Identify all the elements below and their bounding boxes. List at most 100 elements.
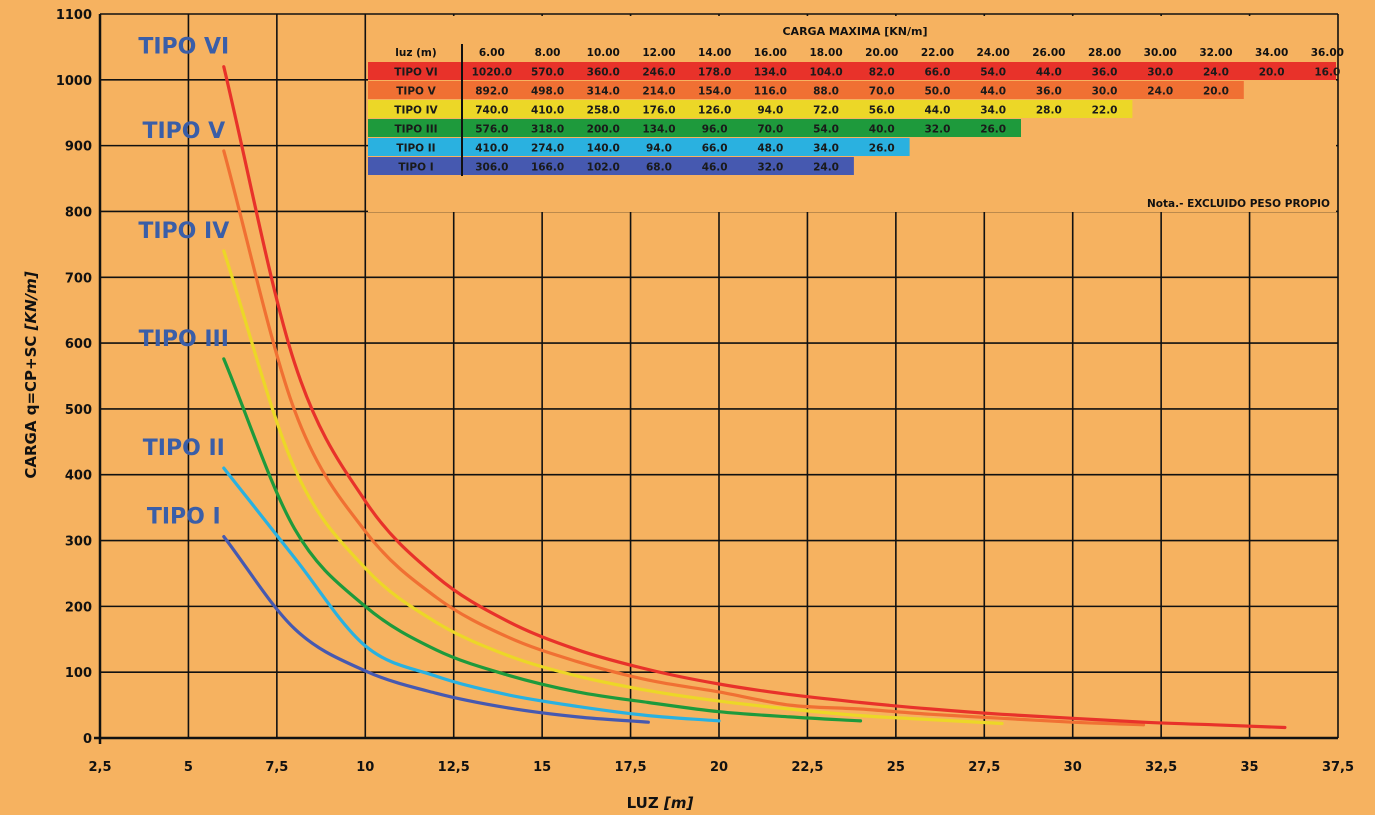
y-tick-label: 1100 <box>56 8 92 23</box>
table-cell: 36.0 <box>1092 67 1118 79</box>
table-cell: 66.0 <box>924 67 950 79</box>
table-column-header: 30.00 <box>1144 47 1177 59</box>
x-tick-label: 17,5 <box>615 760 647 775</box>
x-tick-label: 32,5 <box>1145 760 1177 775</box>
y-tick-label: 300 <box>65 535 92 550</box>
x-axis-title-text: LUZ <box>627 794 659 812</box>
series-label: TIPO II <box>143 436 225 461</box>
table-column-header: 16.00 <box>754 47 787 59</box>
table-cell: 28.0 <box>1036 105 1062 117</box>
table-column-header: 20.00 <box>865 47 898 59</box>
table-cell: 20.0 <box>1203 86 1229 98</box>
x-tick-label: 27,5 <box>968 760 1000 775</box>
table-cell: 72.0 <box>813 105 839 117</box>
table-column-header: 32.00 <box>1199 47 1232 59</box>
table-cell: 94.0 <box>646 143 672 155</box>
table-cell: 24.0 <box>813 162 839 174</box>
table-column-header: 18.00 <box>809 47 842 59</box>
table-cell: 306.0 <box>475 162 508 174</box>
x-tick-label: 25 <box>887 760 905 775</box>
table-row-band <box>368 100 1133 118</box>
table-cell: 66.0 <box>702 143 728 155</box>
y-tick-label: 1000 <box>56 74 92 89</box>
table-cell: 178.0 <box>698 67 731 79</box>
table-column-header: 36.00 <box>1311 47 1344 59</box>
table-cell: 274.0 <box>531 143 564 155</box>
y-tick-label: 0 <box>83 732 92 747</box>
table-column-header: 28.00 <box>1088 47 1121 59</box>
series-line <box>222 535 650 724</box>
table-cell: 134.0 <box>754 67 787 79</box>
table-column-header: 34.00 <box>1255 47 1288 59</box>
table-row-band <box>368 81 1244 99</box>
table-row-band <box>368 62 1336 80</box>
table-cell: 46.0 <box>702 162 728 174</box>
series-label: TIPO I <box>147 505 221 530</box>
table-cell: 34.0 <box>813 143 839 155</box>
table-cell: 50.0 <box>924 86 950 98</box>
table-cell: 48.0 <box>757 143 783 155</box>
table-cell: 116.0 <box>754 86 787 98</box>
table-cell: 1020.0 <box>472 67 513 79</box>
table-cell: 32.0 <box>924 124 950 136</box>
series-line <box>222 466 721 723</box>
x-tick-label: 37,5 <box>1322 760 1354 775</box>
table-cell: 30.0 <box>1147 67 1173 79</box>
table-cell: 126.0 <box>698 105 731 117</box>
x-tick-label: 12,5 <box>438 760 470 775</box>
table-cell: 70.0 <box>757 124 783 136</box>
table-column-header: 24.00 <box>977 47 1010 59</box>
table-cell: 30.0 <box>1092 86 1118 98</box>
table-cell: 22.0 <box>1092 105 1118 117</box>
table-column-header: 6.00 <box>479 47 505 59</box>
table-cell: 68.0 <box>646 162 672 174</box>
x-axis-unit: [m] <box>663 794 693 812</box>
table-cell: 140.0 <box>587 143 620 155</box>
table-cell: 26.0 <box>869 143 895 155</box>
y-axis-unit: [KN/m] <box>22 271 40 331</box>
x-tick-label: 2,5 <box>88 760 111 775</box>
series-line <box>222 357 863 723</box>
series-label: TIPO VI <box>138 35 229 60</box>
series-line <box>222 249 1004 726</box>
table-cell: 154.0 <box>698 86 731 98</box>
y-axis-title-text: CARGA q=CP+SC <box>22 336 40 479</box>
table-cell: 892.0 <box>475 86 508 98</box>
y-tick-label: 900 <box>65 140 92 155</box>
table-column-header: 8.00 <box>535 47 561 59</box>
y-tick-label: 600 <box>65 337 92 352</box>
x-axis-title: LUZ [m] <box>627 794 694 812</box>
y-tick-label: 700 <box>65 271 92 286</box>
table-cell: 740.0 <box>475 105 508 117</box>
table-column-header: 14.00 <box>698 47 731 59</box>
table-row-name: TIPO IV <box>394 105 438 117</box>
table-row-band <box>368 157 854 175</box>
table-cell: 24.0 <box>1147 86 1173 98</box>
table-cell: 102.0 <box>587 162 620 174</box>
y-tick-label: 100 <box>65 666 92 681</box>
series-line <box>222 149 1146 727</box>
table-cell: 570.0 <box>531 67 564 79</box>
x-tick-label: 10 <box>356 760 374 775</box>
table-cell: 34.0 <box>980 105 1006 117</box>
series-labels: TIPO VI TIPO V TIPO IV TIPO III TIPO II TIPO … <box>138 35 229 530</box>
table-cell: 134.0 <box>642 124 675 136</box>
table-column-header: 22.00 <box>921 47 954 59</box>
table-cell: 214.0 <box>642 86 675 98</box>
curves <box>222 65 1287 730</box>
table-cell: 44.0 <box>1036 67 1062 79</box>
series-line <box>222 65 1287 730</box>
x-tick-label: 30 <box>1064 760 1082 775</box>
table-cell: 32.0 <box>757 162 783 174</box>
table-title: CARGA MAXIMA [KN/m] <box>782 25 927 38</box>
table-cell: 20.0 <box>1259 67 1285 79</box>
table-cell: 200.0 <box>587 124 620 136</box>
table-cell: 44.0 <box>980 86 1006 98</box>
table-row-name: TIPO II <box>396 143 435 155</box>
table-column-header: 10.00 <box>587 47 620 59</box>
table-cell: 70.0 <box>869 86 895 98</box>
x-tick-label: 35 <box>1241 760 1259 775</box>
table-cell: 56.0 <box>869 105 895 117</box>
table-cell: 104.0 <box>809 67 842 79</box>
table-cell: 360.0 <box>587 67 620 79</box>
